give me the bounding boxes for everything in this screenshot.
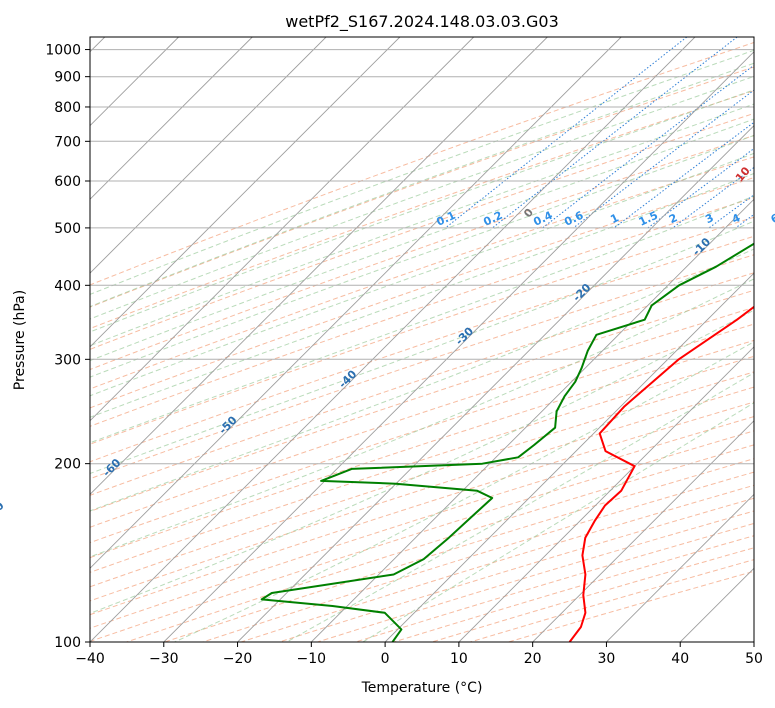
y-tick-label: 1000 bbox=[45, 43, 81, 59]
x-tick-label: 40 bbox=[671, 651, 689, 667]
moist-adiabat-line bbox=[90, 118, 754, 362]
isotherm-line bbox=[90, 37, 548, 496]
y-tick-label: 900 bbox=[54, 70, 81, 86]
plot-frame bbox=[89, 36, 755, 643]
mixing-ratio-label: 6 bbox=[769, 211, 775, 226]
mixing-ratio-label: 3 bbox=[703, 211, 715, 226]
isotherm-line bbox=[310, 198, 754, 642]
isotherm-line bbox=[237, 124, 754, 642]
x-tick-label: −20 bbox=[223, 651, 253, 667]
isotherm-line bbox=[90, 37, 696, 642]
mixing-ratio-line bbox=[492, 37, 738, 229]
moist-adiabat-line bbox=[90, 103, 754, 347]
isotherm-label: -30 bbox=[453, 324, 476, 347]
y-tick-label: 700 bbox=[54, 134, 81, 150]
mixing-ratio-line bbox=[708, 194, 754, 229]
moist-adiabat-line bbox=[90, 172, 754, 418]
mixing-ratio-line bbox=[445, 37, 688, 229]
dry-adiabat-line bbox=[431, 547, 754, 642]
x-tick-label: 10 bbox=[450, 651, 468, 667]
y-tick-label: 800 bbox=[54, 100, 81, 116]
isotherm-label: -40 bbox=[336, 367, 359, 390]
x-tick-label: −10 bbox=[297, 651, 327, 667]
dry-adiabat-line bbox=[355, 522, 754, 642]
isotherm-line bbox=[679, 567, 754, 642]
isotherm-label: -60 bbox=[100, 456, 123, 479]
y-tick-label: 200 bbox=[54, 457, 81, 473]
isotherm-line bbox=[384, 272, 754, 642]
y-tick-label: 500 bbox=[54, 221, 81, 237]
isotherm-line bbox=[90, 37, 475, 422]
isotherm-label: -70 bbox=[0, 499, 7, 522]
x-tick-label: 0 bbox=[381, 651, 390, 667]
chart-title: wetPf2_S167.2024.148.03.03.G03 bbox=[285, 12, 559, 32]
isotherm-line bbox=[458, 346, 754, 642]
mixing-ratio-line bbox=[735, 213, 754, 229]
dry-adiabat-line bbox=[240, 484, 754, 642]
x-tick-label: 50 bbox=[745, 651, 763, 667]
mixing-ratio-label: 0.6 bbox=[562, 209, 585, 229]
moist-adiabat-line bbox=[90, 220, 754, 475]
moist-adiabat-line bbox=[90, 278, 754, 558]
x-tick-label: −40 bbox=[75, 651, 105, 667]
isotherm-line bbox=[90, 37, 327, 274]
moist-adiabat-line bbox=[90, 309, 754, 614]
mixing-ratio-label: 1.5 bbox=[637, 209, 660, 229]
isotherm-line bbox=[163, 51, 754, 642]
y-tick-label: 300 bbox=[54, 352, 81, 368]
y-tick-label: 600 bbox=[54, 174, 81, 190]
isotherm-line bbox=[90, 37, 401, 348]
profiles bbox=[260, 242, 754, 642]
x-axis: −40 −30 −20 −10 0 10 20 30 40 50 bbox=[75, 642, 763, 667]
y-axis-label: Pressure (hPa) bbox=[12, 290, 28, 390]
dewpoint-profile-line bbox=[260, 242, 754, 642]
grid bbox=[90, 49, 754, 643]
moist-adiabat-line bbox=[90, 75, 754, 320]
isotherm-line bbox=[90, 37, 622, 569]
temperature-profile-line bbox=[568, 305, 754, 642]
dry-adiabat-line bbox=[90, 401, 754, 616]
mixing-ratio-label: 0.4 bbox=[531, 209, 554, 229]
mixing-ratio-line bbox=[542, 64, 754, 229]
y-tick-label: 100 bbox=[54, 635, 81, 651]
isotherm-line bbox=[753, 641, 754, 642]
dry-adiabat-line bbox=[90, 112, 754, 350]
dry-adiabat-line bbox=[90, 156, 754, 390]
isotherm-label: -10 bbox=[690, 235, 713, 258]
background-lines bbox=[90, 37, 754, 642]
dry-adiabat-line bbox=[90, 177, 754, 409]
y-axis: 100 200 300 400 500 600 700 800 900 1000 bbox=[45, 43, 90, 651]
isotherm-line bbox=[606, 493, 754, 642]
x-axis-label: Temperature (°C) bbox=[361, 680, 483, 696]
isotherm-label: -20 bbox=[570, 281, 593, 304]
dry-adiabat-line bbox=[90, 41, 754, 286]
moist-adiabat-line bbox=[174, 341, 754, 642]
x-tick-label: 20 bbox=[524, 651, 542, 667]
mixing-ratio-line bbox=[613, 121, 754, 229]
mixing-ratio-label: 0.2 bbox=[481, 209, 504, 229]
isotherm-line bbox=[532, 420, 754, 642]
mixing-ratio-line bbox=[672, 166, 754, 229]
isotherm-line bbox=[90, 37, 253, 200]
x-tick-label: 30 bbox=[598, 651, 616, 667]
x-tick-label: −30 bbox=[149, 651, 179, 667]
dry-adiabat-line bbox=[90, 416, 754, 629]
line-labels: -100-90-80-70-60-50-40-30-20-100.10.20.4… bbox=[0, 164, 775, 522]
moist-adiabat-line bbox=[90, 62, 754, 308]
y-tick-label: 400 bbox=[54, 278, 81, 294]
dry-adiabat-line bbox=[393, 535, 754, 642]
isotherm-label: -50 bbox=[216, 413, 239, 436]
dry-adiabat-line bbox=[90, 66, 754, 308]
